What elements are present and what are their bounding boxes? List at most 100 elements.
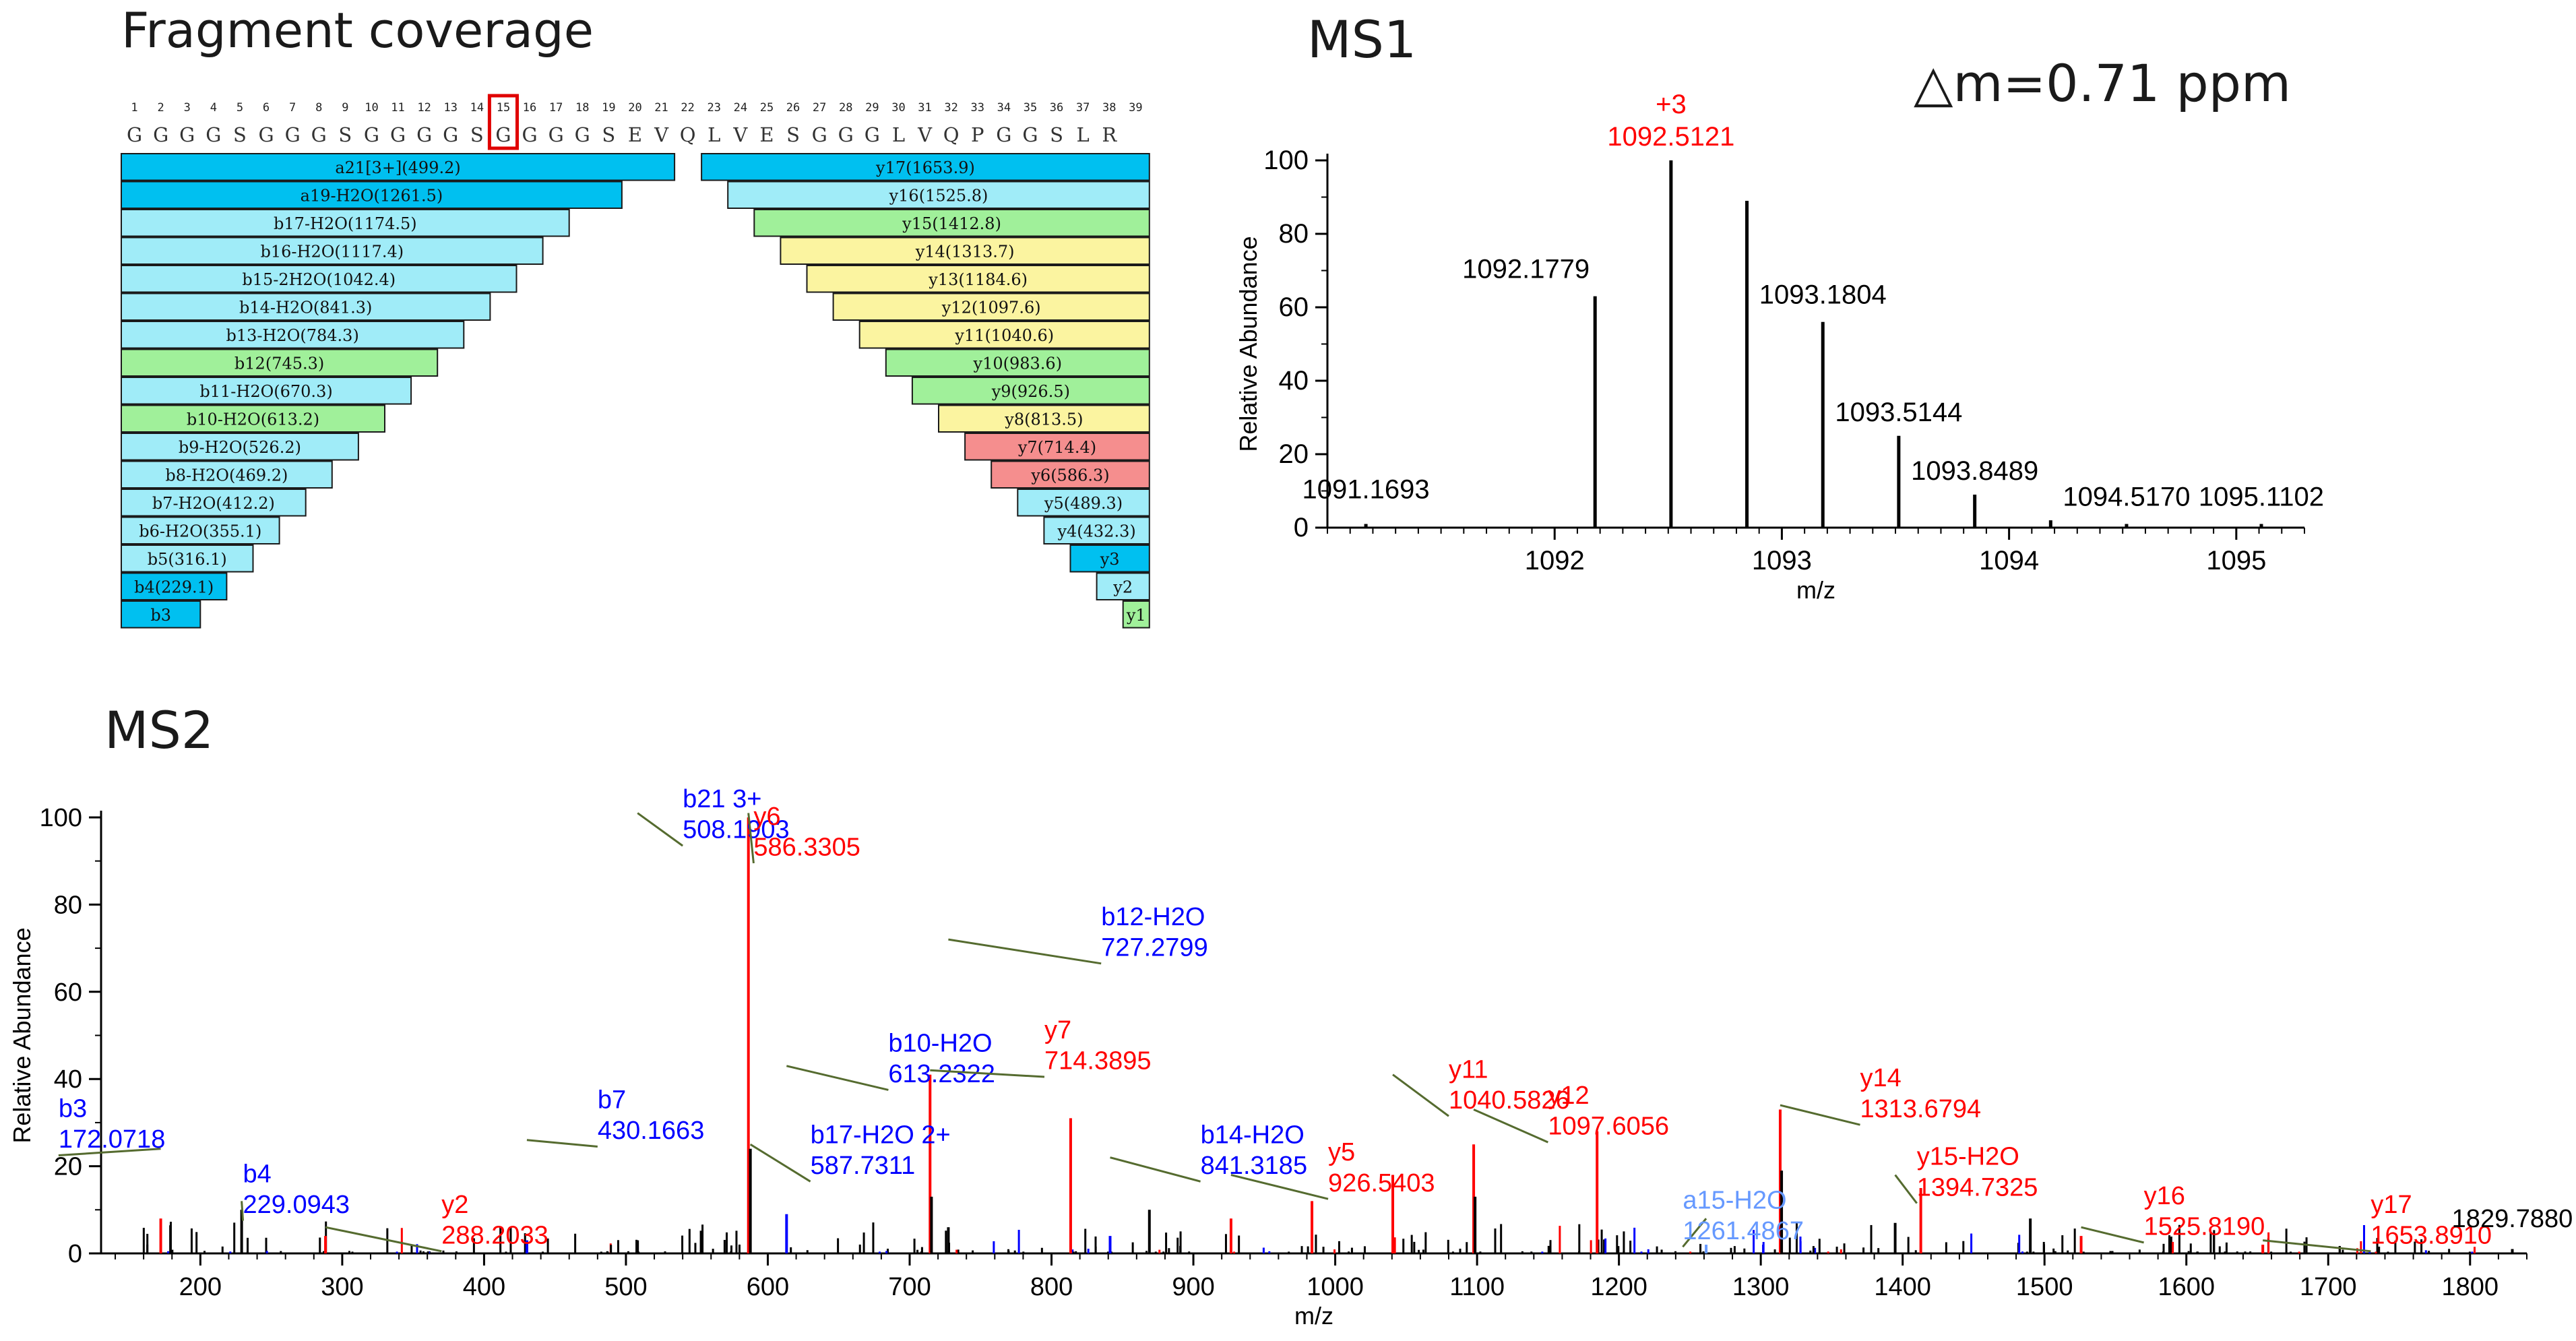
residue-number: 9 xyxy=(342,101,348,115)
residue-letter: G xyxy=(416,123,432,146)
peak-annotation: 714.3895 xyxy=(1044,1047,1152,1075)
residue-letter: G xyxy=(495,123,511,146)
n-terminal-fragment-bar xyxy=(121,292,491,321)
peak-annotation: 727.2799 xyxy=(1101,933,1208,962)
n-terminal-fragment-bar xyxy=(121,237,544,265)
c-terminal-fragment-bar xyxy=(727,181,1150,209)
residue-number: 29 xyxy=(865,101,879,115)
c-terminal-fragment-bar xyxy=(1069,544,1150,573)
residue-number: 38 xyxy=(1102,101,1116,115)
residue-letter: G xyxy=(865,123,880,146)
x-tick-label: 1400 xyxy=(1874,1273,1931,1301)
c-terminal-fragment-label: y12(1097.6) xyxy=(941,299,1041,317)
peak-annotation: b14-H2O xyxy=(1201,1121,1305,1149)
peak-annotation: 1829.7880 xyxy=(2452,1205,2573,1233)
y-tick-label: 80 xyxy=(54,891,82,919)
residue-letter: G xyxy=(838,123,854,146)
peak-annotation: b17-H2O 2+ xyxy=(811,1121,951,1149)
annotation-leader xyxy=(526,1139,598,1148)
x-tick-label: 1094 xyxy=(1979,546,2039,575)
n-terminal-fragment-label: a19-H2O(1261.5) xyxy=(301,187,443,206)
residue-number: 5 xyxy=(237,101,243,115)
y-tick-label: 60 xyxy=(1279,292,1309,322)
residue-letter: V xyxy=(917,123,933,146)
n-terminal-fragment-bar xyxy=(121,209,570,237)
peak-annotation: b10-H2O xyxy=(888,1029,992,1057)
fragment-coverage-title: Fragment coverage xyxy=(121,2,594,59)
annotation-leader xyxy=(637,812,684,847)
residue-letter: L xyxy=(892,123,905,146)
residue-letter: G xyxy=(311,123,327,146)
peak-annotation: 1092.5121 xyxy=(1607,122,1734,152)
annotation-leader xyxy=(930,1069,1045,1078)
peak-annotation: 172.0718 xyxy=(59,1125,166,1154)
c-terminal-fragment-bar xyxy=(858,321,1150,349)
n-terminal-fragment-label: b14-H2O(841.3) xyxy=(239,299,372,317)
x-tick-label: 1092 xyxy=(1525,546,1585,575)
residue-letter: G xyxy=(996,123,1011,146)
c-terminal-fragment-label: y11(1040.6) xyxy=(954,326,1054,345)
peak-annotation: 288.2033 xyxy=(441,1221,548,1249)
residue-number: 8 xyxy=(315,101,322,115)
peak-annotation: y12 xyxy=(1548,1082,1589,1110)
c-terminal-fragment-bar xyxy=(885,348,1150,377)
residue-number: 11 xyxy=(391,101,404,115)
n-terminal-fragment-label: b5(316.1) xyxy=(148,550,227,569)
c-terminal-fragment-label: y16(1525.8) xyxy=(889,187,988,206)
n-terminal-fragment-label: b17-H2O(1174.5) xyxy=(274,214,417,233)
x-tick-label: 1000 xyxy=(1307,1273,1364,1301)
y-tick-label: 100 xyxy=(1263,146,1309,175)
c-terminal-fragment-label: y13(1184.6) xyxy=(928,270,1028,289)
c-terminal-fragment-bar xyxy=(806,265,1150,293)
x-tick-label: 400 xyxy=(463,1273,505,1301)
y-axis-label: Relative Abundance xyxy=(1234,236,1262,451)
c-terminal-fragment-bar xyxy=(701,153,1150,181)
n-terminal-fragment-label: a21[3+](499.2) xyxy=(335,158,460,177)
y-tick-label: 20 xyxy=(54,1153,82,1181)
peak-annotation: 926.5403 xyxy=(1328,1169,1435,1197)
residue-number: 19 xyxy=(602,101,615,115)
x-tick-label: 600 xyxy=(747,1273,789,1301)
c-terminal-fragment-label: y14(1313.7) xyxy=(915,243,1015,261)
n-terminal-fragment-bar xyxy=(121,489,307,517)
x-tick-label: 1500 xyxy=(2016,1273,2073,1301)
residue-letter: R xyxy=(1102,123,1117,146)
n-terminal-fragment-bar xyxy=(121,404,385,433)
n-terminal-fragment-bar xyxy=(121,433,359,461)
residue-letter: G xyxy=(364,123,379,146)
residue-number: 30 xyxy=(891,101,905,115)
peak-annotation: 841.3185 xyxy=(1201,1152,1308,1180)
peak-annotation: 1653.8910 xyxy=(2370,1221,2492,1249)
annotation-leader xyxy=(1682,1218,1707,1248)
c-terminal-fragment-label: y8(813.5) xyxy=(1004,410,1083,429)
residue-letter: S xyxy=(338,123,352,146)
peak-annotation: 1313.6794 xyxy=(1860,1095,1982,1123)
n-terminal-fragment-bar xyxy=(121,572,228,600)
n-terminal-fragment-bar xyxy=(121,153,676,181)
annotation-leader xyxy=(2263,1239,2371,1253)
x-tick-label: 500 xyxy=(604,1273,647,1301)
annotation-leader xyxy=(1894,1174,1918,1204)
c-terminal-fragment-label: y6(586.3) xyxy=(1030,466,1109,485)
peak-annotation: 1525.8190 xyxy=(2144,1212,2265,1241)
x-tick-label: 1600 xyxy=(2158,1273,2215,1301)
c-terminal-fragment-label: y1 xyxy=(1126,606,1146,625)
annotation-leader xyxy=(1780,1104,1860,1126)
n-terminal-fragment-bar xyxy=(121,377,412,405)
residue-letter: G xyxy=(179,123,195,146)
residue-number: 22 xyxy=(681,101,694,115)
c-terminal-fragment-label: y5(489.3) xyxy=(1044,494,1123,513)
residue-number: 32 xyxy=(944,101,957,115)
peak-annotation: b7 xyxy=(598,1086,626,1115)
peak-annotation: 430.1663 xyxy=(598,1117,704,1145)
residue-number: 24 xyxy=(734,101,747,115)
residue-number: 27 xyxy=(813,101,826,115)
c-terminal-fragment-bar xyxy=(832,292,1150,321)
x-tick-label: 200 xyxy=(179,1273,222,1301)
n-terminal-fragment-bar xyxy=(121,348,439,377)
peak-annotation: y2 xyxy=(441,1191,468,1219)
x-tick-label: 700 xyxy=(888,1273,931,1301)
x-tick-label: 1800 xyxy=(2442,1273,2499,1301)
peak-annotation: b3 xyxy=(59,1094,87,1123)
annotation-leader xyxy=(325,1226,442,1253)
